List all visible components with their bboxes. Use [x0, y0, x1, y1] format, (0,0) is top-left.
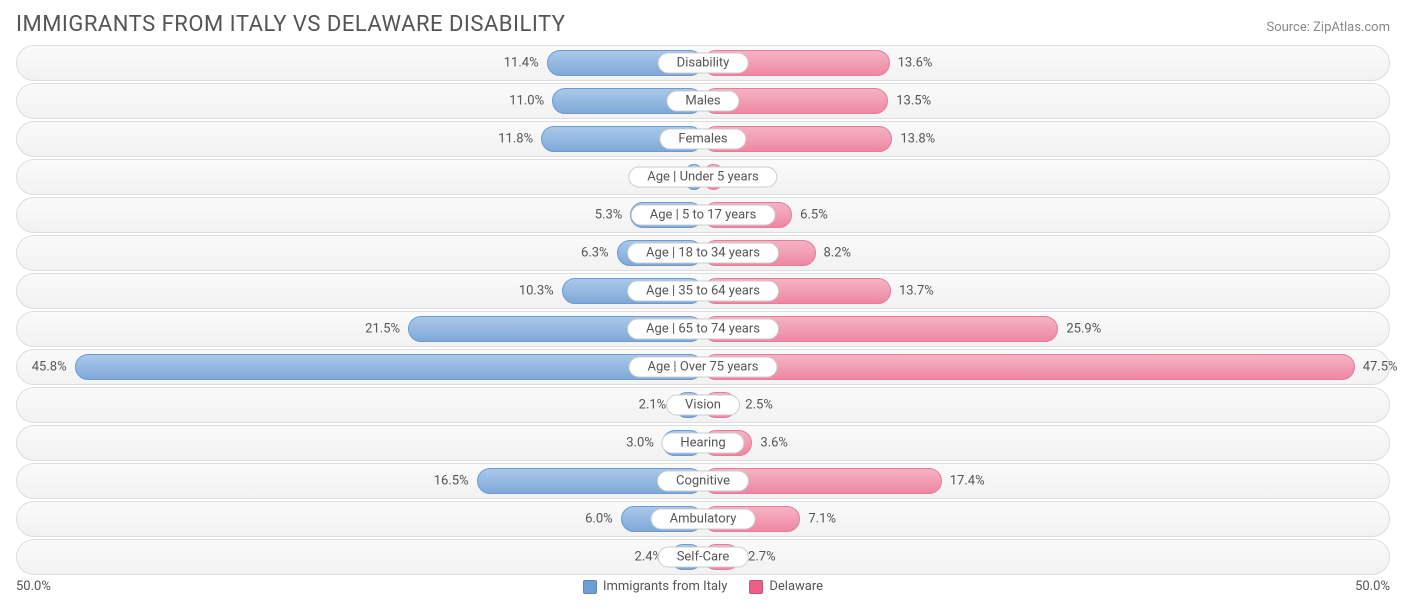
value-label-right: 3.6%	[760, 436, 788, 451]
category-pill: Males	[666, 91, 739, 112]
value-label-right: 17.4%	[950, 474, 985, 489]
header: IMMIGRANTS FROM ITALY VS DELAWARE DISABI…	[16, 12, 1390, 37]
value-label-right: 13.6%	[898, 56, 933, 71]
bar-left	[75, 354, 703, 380]
value-label-left: 6.3%	[581, 246, 609, 261]
legend-label-right: Delaware	[769, 579, 823, 594]
value-label-right: 13.8%	[900, 132, 935, 147]
category-pill: Cognitive	[657, 471, 749, 492]
legend: Immigrants from Italy Delaware	[583, 579, 823, 594]
value-label-left: 5.3%	[595, 208, 623, 223]
chart-row: 11.8% 13.8% Females	[16, 121, 1390, 157]
value-label-left: 3.0%	[626, 436, 654, 451]
category-pill: Age | Over 75 years	[629, 357, 778, 378]
value-label-left: 21.5%	[365, 322, 400, 337]
category-pill: Age | 65 to 74 years	[627, 319, 779, 340]
value-label-left: 2.1%	[639, 398, 667, 413]
value-label-left: 16.5%	[434, 474, 469, 489]
chart-row: 11.4% 13.6% Disability	[16, 45, 1390, 81]
category-pill: Age | 18 to 34 years	[627, 243, 779, 264]
axis-left-end-label: 50.0%	[16, 579, 51, 594]
value-label-right: 13.5%	[896, 94, 931, 109]
value-label-right: 7.1%	[808, 512, 836, 527]
value-label-right: 8.2%	[824, 246, 852, 261]
axis-right-end-label: 50.0%	[1355, 579, 1390, 594]
value-label-right: 25.9%	[1066, 322, 1101, 337]
bar-right	[703, 354, 1355, 380]
category-pill: Age | 5 to 17 years	[631, 205, 776, 226]
chart-row: 16.5% 17.4% Cognitive	[16, 463, 1390, 499]
chart-row: 1.3%1.5%Age | Under 5 years	[16, 159, 1390, 195]
chart-row: 10.3% 13.7% Age | 35 to 64 years	[16, 273, 1390, 309]
value-label-left: 45.8%	[32, 360, 67, 375]
chart-row: 5.3% 6.5% Age | 5 to 17 years	[16, 197, 1390, 233]
legend-swatch-right	[749, 580, 763, 594]
value-label-left: 6.0%	[585, 512, 613, 527]
value-label-left: 11.0%	[509, 94, 544, 109]
chart-title: IMMIGRANTS FROM ITALY VS DELAWARE DISABI…	[16, 12, 566, 37]
legend-label-left: Immigrants from Italy	[603, 579, 727, 594]
category-pill: Age | Under 5 years	[628, 167, 777, 188]
value-label-right: 13.7%	[899, 284, 934, 299]
category-pill: Ambulatory	[651, 509, 756, 530]
chart-row: 2.1% 2.5% Vision	[16, 387, 1390, 423]
chart-row: 45.8%47.5%Age | Over 75 years	[16, 349, 1390, 385]
chart-row: 6.0% 7.1% Ambulatory	[16, 501, 1390, 537]
chart-row: 11.0% 13.5% Males	[16, 83, 1390, 119]
chart-row: 3.0% 3.6% Hearing	[16, 425, 1390, 461]
source-attribution: Source: ZipAtlas.com	[1266, 20, 1390, 35]
legend-swatch-left	[583, 580, 597, 594]
value-label-left: 11.4%	[504, 56, 539, 71]
value-label-right: 2.5%	[745, 398, 773, 413]
chart-row: 2.4%2.7%Self-Care	[16, 539, 1390, 575]
legend-item-right: Delaware	[749, 579, 823, 594]
value-label-left: 10.3%	[519, 284, 554, 299]
value-label-right: 2.7%	[748, 550, 776, 565]
chart-area: 11.4% 13.6% Disability 11.0% 13.5% Males 11.8%…	[16, 45, 1390, 575]
value-label-right: 6.5%	[800, 208, 828, 223]
category-pill: Disability	[658, 53, 749, 74]
category-pill: Vision	[666, 395, 740, 416]
legend-item-left: Immigrants from Italy	[583, 579, 727, 594]
value-label-left: 11.8%	[498, 132, 533, 147]
category-pill: Females	[659, 129, 746, 150]
category-pill: Age | 35 to 64 years	[627, 281, 779, 302]
chart-row: 6.3% 8.2% Age | 18 to 34 years	[16, 235, 1390, 271]
category-pill: Hearing	[661, 433, 744, 454]
category-pill: Self-Care	[658, 547, 749, 568]
chart-row: 21.5% 25.9% Age | 65 to 74 years	[16, 311, 1390, 347]
value-label-right: 47.5%	[1363, 360, 1398, 375]
chart-footer: 50.0% Immigrants from Italy Delaware 50.…	[16, 579, 1390, 594]
